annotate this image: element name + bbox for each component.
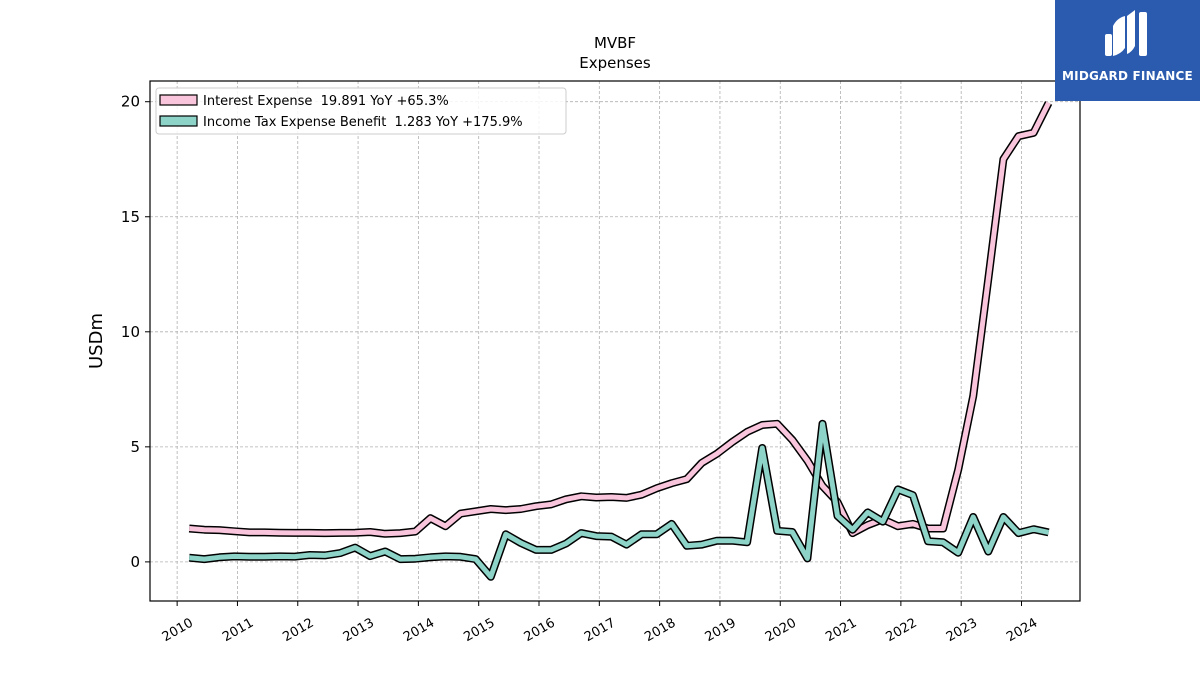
logo-text: MIDGARD FINANCE — [1062, 69, 1193, 83]
y-tick-label: 10 — [121, 323, 140, 341]
series-outline-0 — [188, 101, 1053, 538]
legend-swatch-interest-expense — [159, 94, 198, 106]
y-axis: 0 5 10 15 20 — [121, 93, 150, 571]
series-line-1 — [188, 421, 1050, 580]
x-tick-label: 2022 — [884, 616, 920, 646]
plot-frame — [149, 80, 1081, 602]
x-tick-label: 2019 — [703, 616, 739, 646]
x-tick-label: 2011 — [220, 616, 256, 646]
legend-box — [155, 87, 567, 135]
legend-label-income-tax: Income Tax Expense Benefit 1.283 YoY +17… — [203, 115, 523, 130]
legend-swatch-income-tax — [159, 115, 198, 127]
midgard-finance-logo: MIDGARD FINANCE — [1055, 0, 1200, 101]
x-tick-label: 2021 — [823, 616, 859, 646]
y-tick-label: 15 — [121, 208, 140, 226]
series-line-0 — [189, 101, 1051, 537]
x-tick-label: 2023 — [944, 616, 980, 646]
x-tick-label: 2016 — [522, 616, 558, 646]
x-tick-label: 2010 — [160, 616, 196, 646]
logo-mark-icon — [1105, 10, 1147, 56]
y-tick-label: 0 — [130, 553, 140, 571]
legend-label-interest-expense: Interest Expense 19.891 YoY +65.3% — [203, 94, 449, 109]
chart-title: MVBF — [594, 34, 636, 52]
x-tick-label: 2018 — [642, 616, 678, 646]
chart-subtitle: Expenses — [579, 54, 651, 72]
y-axis-label: USDm — [86, 313, 107, 369]
x-tick-label: 2020 — [763, 616, 799, 646]
x-tick-label: 2015 — [461, 616, 497, 646]
x-tick-label: 2012 — [280, 616, 316, 646]
x-tick-label: 2013 — [341, 616, 377, 646]
grid — [150, 81, 1080, 601]
x-tick-label: 2017 — [582, 616, 618, 646]
y-tick-label: 5 — [130, 438, 140, 456]
x-tick-label: 2024 — [1004, 616, 1040, 646]
x-axis: 2010 2011 2012 2013 2014 2015 2016 2017 2018 2019… — [160, 601, 1040, 646]
series-layer — [188, 101, 1053, 581]
x-tick-label: 2014 — [401, 616, 437, 646]
legend: Interest Expense 19.891 YoY +65.3% Incom… — [155, 87, 567, 135]
y-tick-label: 20 — [121, 93, 140, 111]
